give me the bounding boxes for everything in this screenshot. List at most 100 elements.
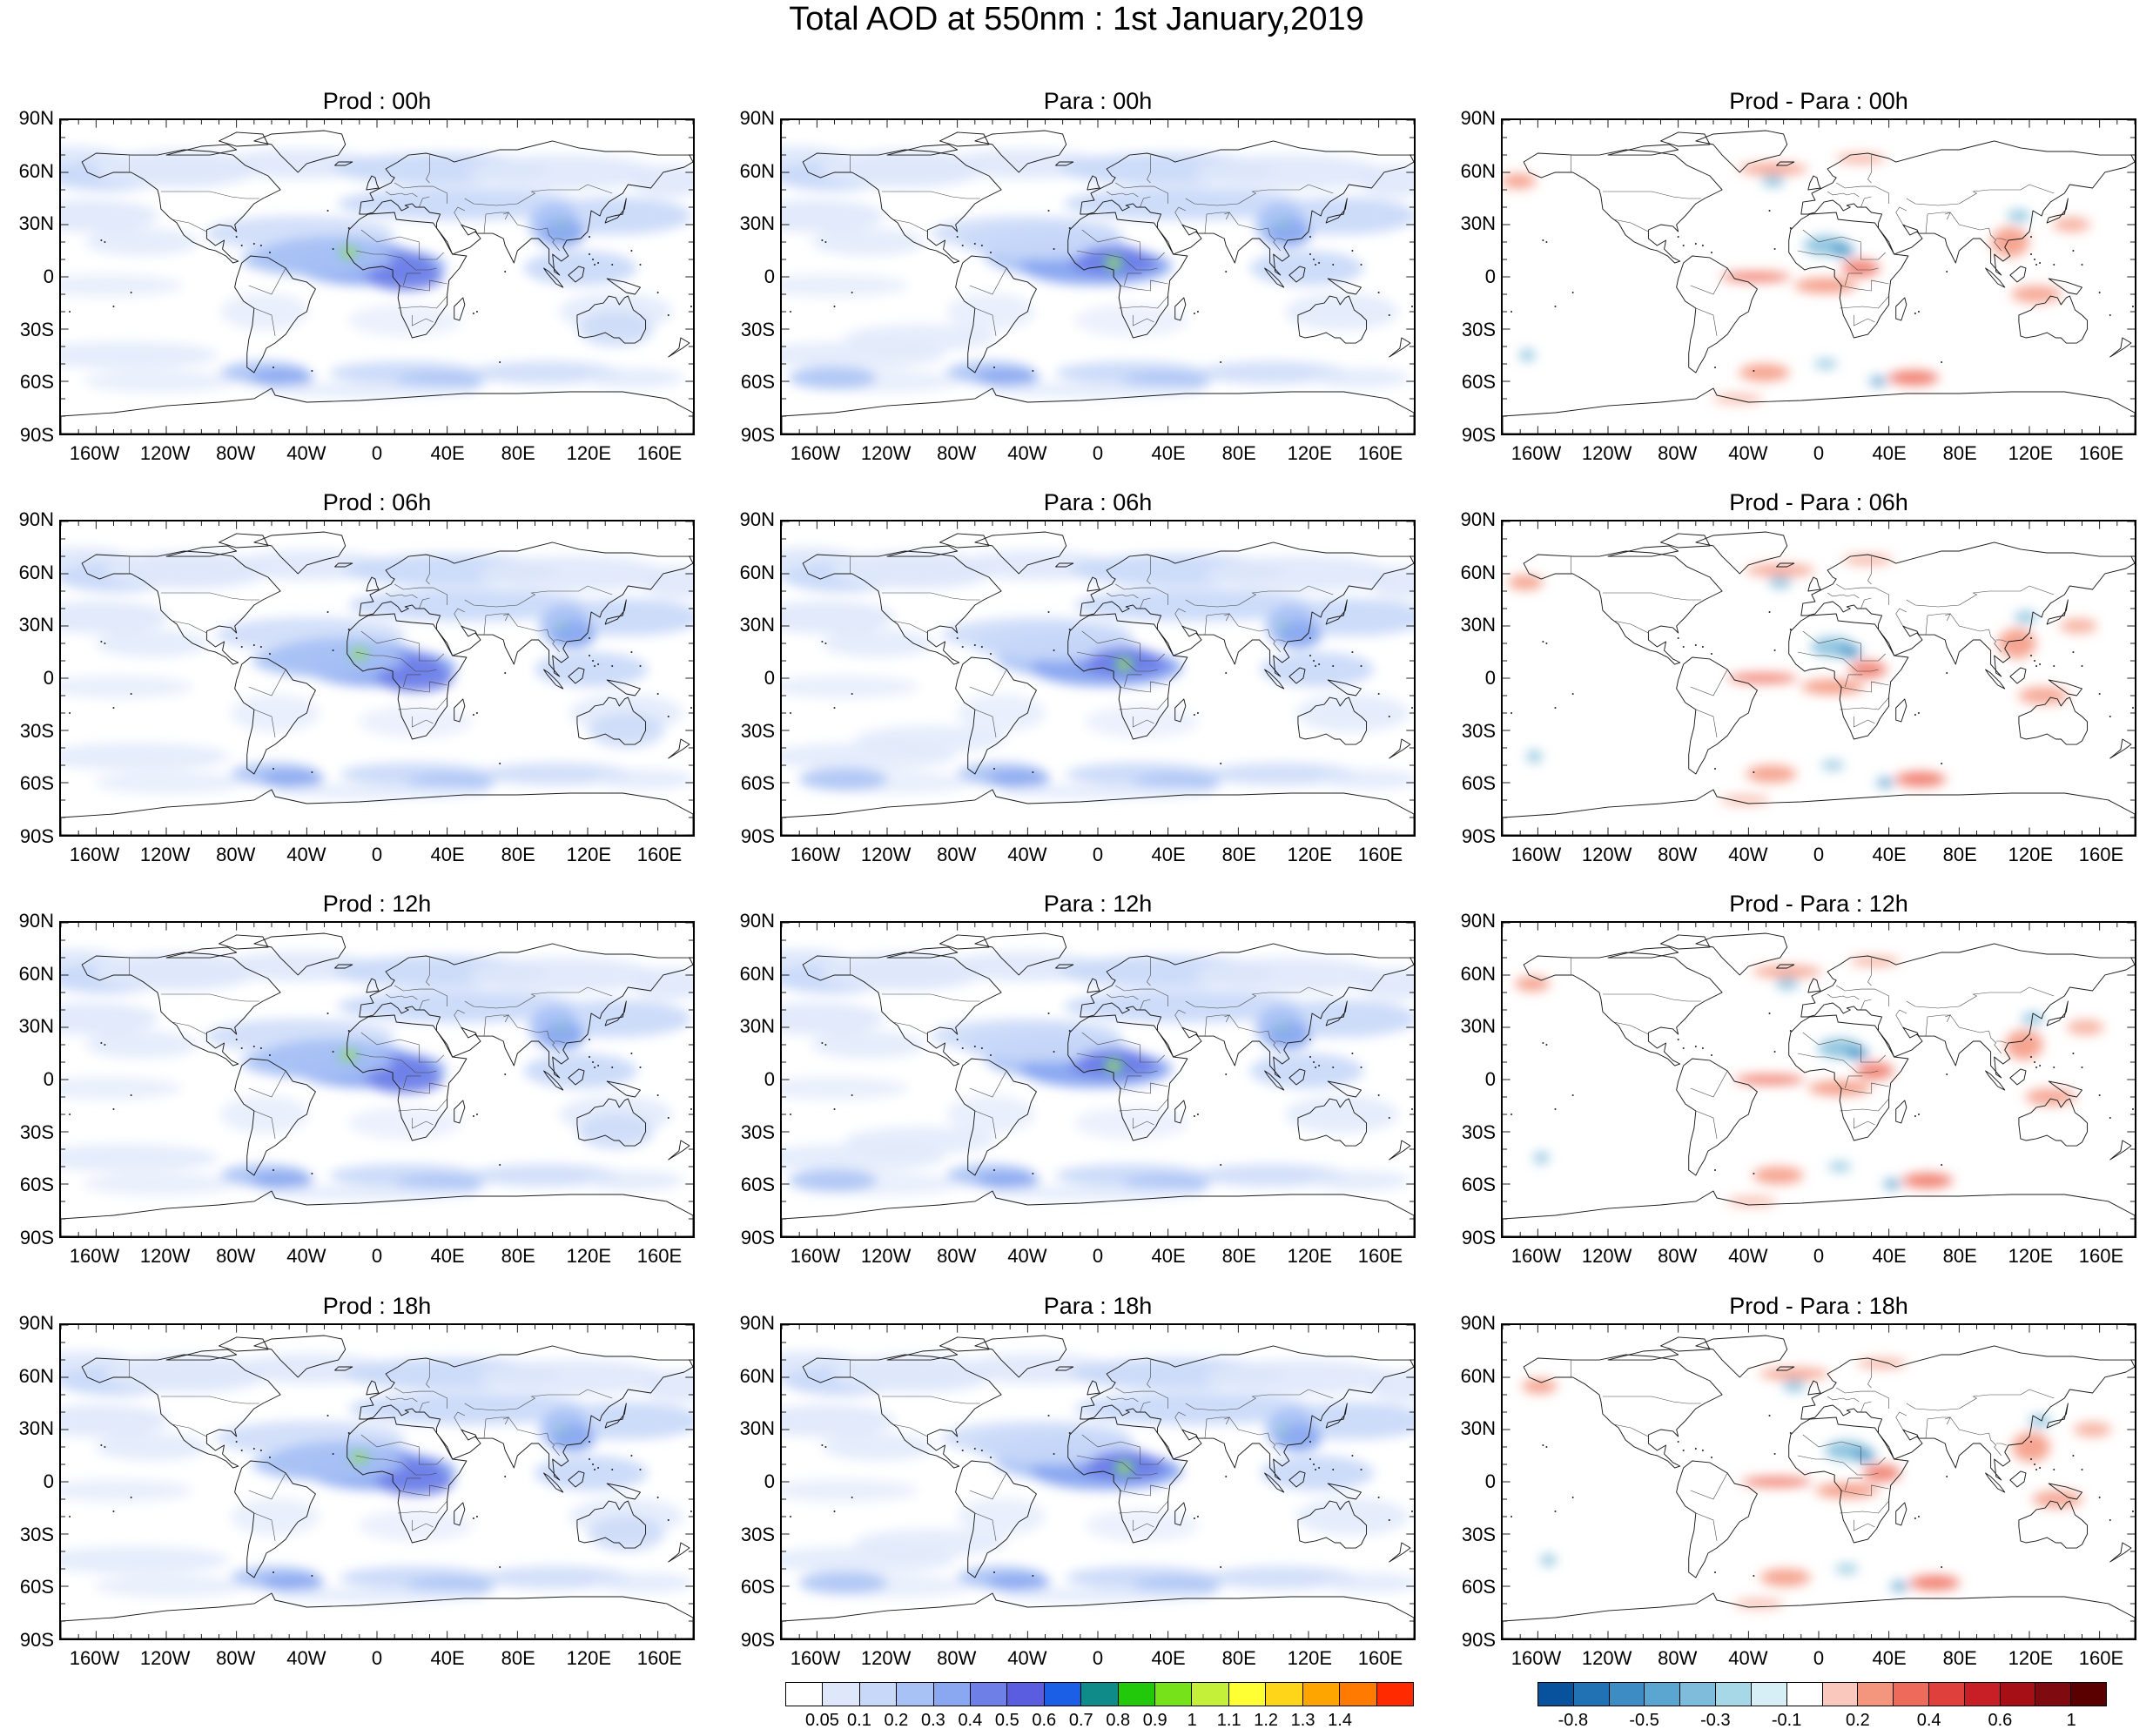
latitude-label: 60S [740,1174,775,1196]
longitude-label: 40W [286,844,326,865]
colorbar-swatch [2071,1683,2106,1706]
longitude-label: 160E [1357,442,1403,464]
latitude-label: 60S [19,1576,54,1598]
latitude-label: 90N [739,1312,775,1334]
longitude-label: 80W [216,442,256,464]
longitude-label: 40W [1007,442,1047,464]
longitude-label: 80W [937,1647,977,1669]
longitude-label: 160E [2078,1245,2124,1267]
latitude-label: 90S [1461,1629,1496,1651]
longitude-label: 0 [1092,844,1104,865]
longitude-label: 120W [860,1647,912,1669]
aod-colorbar [785,1682,1414,1706]
longitude-label: 0 [1813,844,1825,865]
panel-title: Prod : 12h [322,891,432,917]
colorbar-label: 1.3 [1290,1711,1315,1730]
longitude-label: 120E [566,1647,612,1669]
latitude-label: 30S [1461,719,1496,742]
longitude-label: 80W [937,442,977,464]
colorbar-swatch [786,1683,824,1706]
latitude-label: 90N [739,508,775,530]
map-canvas [61,120,693,434]
panel-title: Prod : 06h [322,489,432,515]
map-canvas [1503,1325,2135,1638]
latitude-label: 60N [739,1364,775,1387]
colorbar-swatch [1751,1683,1787,1706]
panel-title: Prod - Para : 06h [1729,489,1908,515]
longitude-label: 160E [1357,1647,1403,1669]
latitude-label: 90N [1460,107,1496,129]
latitude-label: 90S [1461,825,1496,847]
latitude-label: 90N [1460,508,1496,530]
latitude-label: 30S [19,1120,54,1143]
map-panel [1501,1323,2136,1640]
longitude-label: 160E [1357,844,1403,865]
latitude-label: 60N [18,1364,54,1387]
latitude-label: 30N [18,1015,54,1038]
colorbar-label: 0.6 [1988,1711,2013,1730]
colorbar-label: 0.4 [1916,1711,1941,1730]
latitude-label: 90N [1460,1312,1496,1334]
longitude-label: 80E [501,844,535,865]
latitude-label: 30S [740,1523,775,1545]
latitude-label: 30S [740,719,775,742]
latitude-label: 60S [1461,371,1496,394]
colorbar-swatch [1894,1683,1929,1706]
latitude-label: 30N [1460,212,1496,235]
longitude-label: 160W [69,442,120,464]
latitude-label: 90S [740,825,775,847]
longitude-label: 80W [937,1245,977,1267]
longitude-label: 80E [1942,1245,1977,1267]
longitude-label: 160W [1510,1245,1562,1267]
colorbar-label: 0.05 [805,1711,839,1730]
colorbar-swatch [1786,1683,1823,1706]
longitude-label: 160W [1510,442,1562,464]
latitude-label: 0 [764,1470,775,1492]
colorbar-swatch [823,1683,860,1706]
longitude-label: 120W [1581,442,1632,464]
colorbar-label: 1.2 [1254,1711,1279,1730]
latitude-label: 90S [19,825,54,847]
latitude-label: 60N [18,561,54,583]
panel-title: Prod - Para : 18h [1729,1293,1908,1319]
colorbar-swatch [933,1683,972,1706]
longitude-label: 40E [1151,844,1186,865]
longitude-label: 80E [1942,844,1977,865]
colorbar-swatch [1376,1683,1413,1706]
panel-title: Para : 00h [1043,88,1153,114]
latitude-label: 30N [739,1015,775,1038]
longitude-label: 160E [2078,442,2124,464]
map-panel [780,921,1416,1238]
longitude-label: 80E [1221,1245,1256,1267]
latitude-label: 60N [1460,1364,1496,1387]
latitude-label: 30N [739,212,775,235]
panel-title: Prod - Para : 00h [1729,88,1908,114]
colorbar-label: 0.5 [994,1711,1019,1730]
latitude-label: 30N [1460,614,1496,636]
colorbar-swatch [1928,1683,1965,1706]
latitude-label: 30N [1460,1417,1496,1440]
latitude-label: 60N [18,962,54,985]
latitude-label: 60S [1461,1576,1496,1598]
latitude-label: 30S [1461,318,1496,340]
latitude-label: 30N [18,614,54,636]
latitude-label: 60N [1460,561,1496,583]
map-canvas [1503,923,2135,1236]
longitude-label: 80E [1942,442,1977,464]
colorbar-label: 0.4 [958,1711,983,1730]
longitude-label: 0 [1813,442,1825,464]
longitude-label: 120E [1287,442,1333,464]
colorbar-label: 0.9 [1142,1711,1167,1730]
latitude-label: 60S [740,1576,775,1598]
colorbar-swatch [859,1683,898,1706]
latitude-label: 30S [1461,1120,1496,1143]
colorbar-swatch [1609,1683,1645,1706]
colorbar-swatch [1302,1683,1341,1706]
map-canvas [61,521,693,835]
latitude-label: 30S [19,1523,54,1545]
map-canvas [782,923,1414,1236]
colorbar-swatch [1155,1683,1193,1706]
longitude-label: 120W [139,1245,191,1267]
colorbar-swatch [1822,1683,1859,1706]
colorbar-label: 0.8 [1106,1711,1131,1730]
